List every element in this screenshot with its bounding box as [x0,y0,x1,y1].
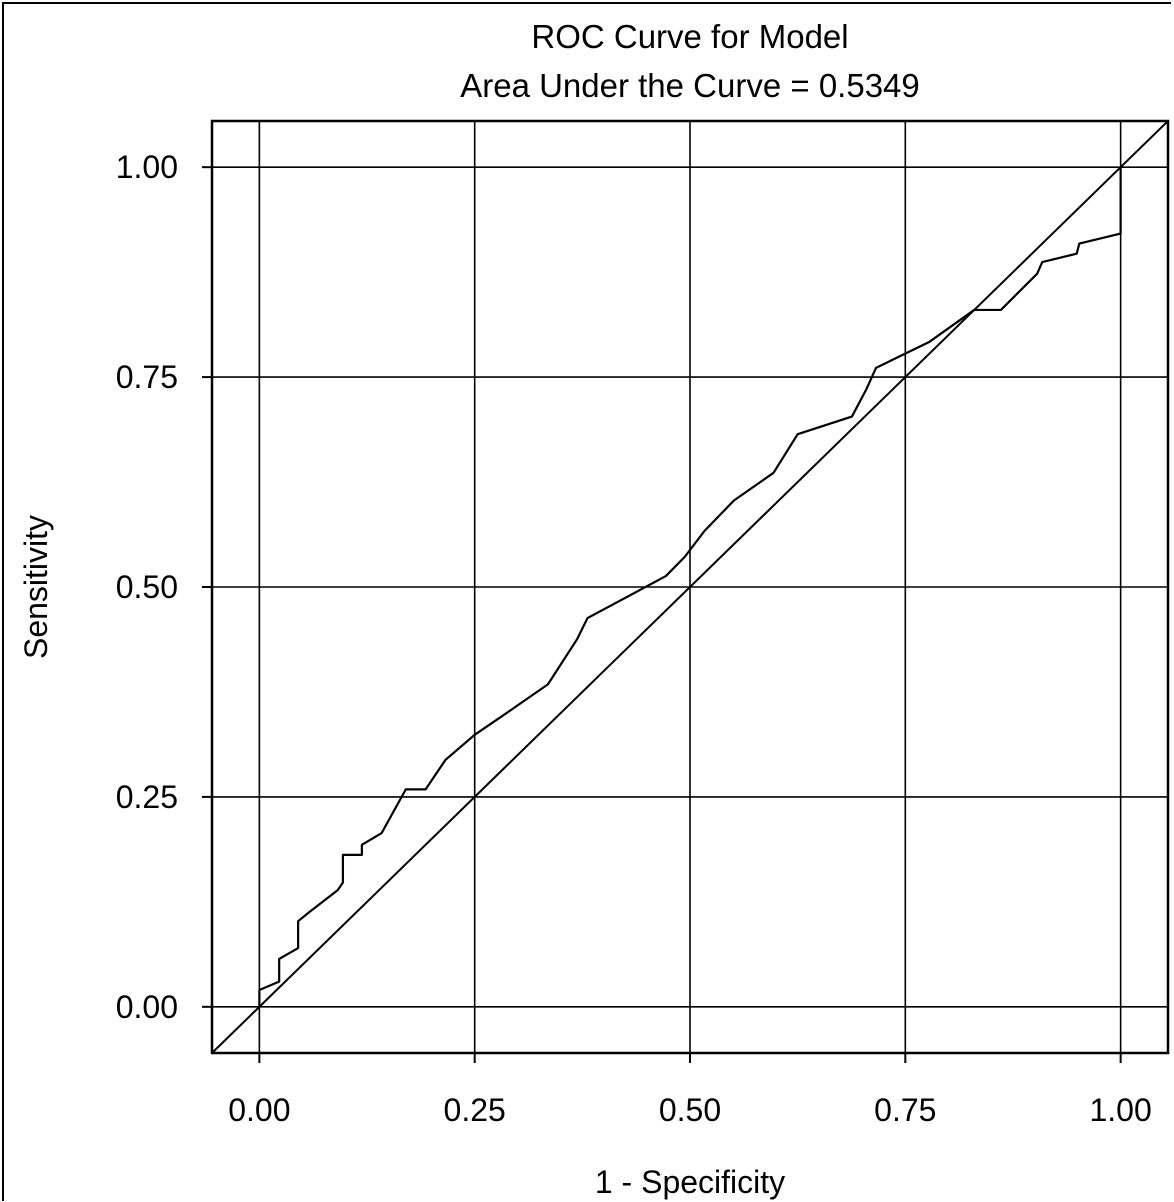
x-tick-label-1: 0.25 [444,1092,506,1128]
x-tick-label-0: 0.00 [228,1092,290,1128]
x-tick-label-3: 0.75 [874,1092,936,1128]
y-tick-label-2: 0.50 [116,569,178,605]
y-tick-label-0: 0.00 [116,989,178,1025]
chart-title: ROC Curve for Model [531,18,848,55]
axis-ticks: 0.00 0.25 0.50 0.75 1.00 0.00 0.25 0.50 0.75 1.00 [116,149,1152,1128]
y-tick-label-1: 0.25 [116,779,178,815]
x-axis-label: 1 - Specificity [595,1164,785,1200]
chart-subtitle: Area Under the Curve = 0.5349 [460,67,920,104]
x-tick-label-2: 0.50 [659,1092,721,1128]
reference-line [211,120,1169,1054]
y-axis-label: Sensitivity [18,515,54,659]
grid-lines [212,121,1168,1053]
y-tick-label-3: 0.75 [116,359,178,395]
reference-diagonal [211,120,1169,1054]
x-tick-label-4: 1.00 [1089,1092,1151,1128]
roc-curve-line-0 [258,167,1122,1007]
y-tick-label-4: 1.00 [116,149,178,185]
roc-series [258,167,1122,1007]
